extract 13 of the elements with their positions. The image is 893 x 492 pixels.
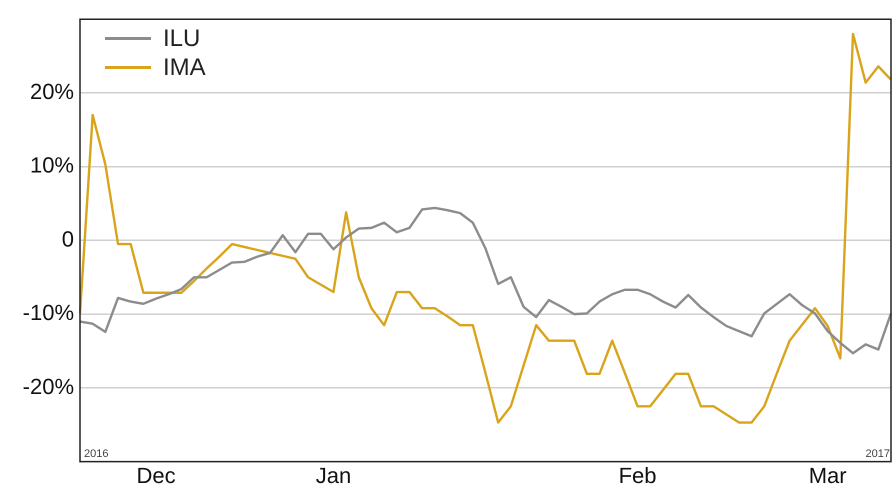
x-tick-label: Dec: [136, 462, 176, 488]
x-tick-label: Feb: [618, 462, 657, 488]
y-tick-label: -10%: [22, 300, 74, 326]
y-tick-label: -20%: [22, 374, 74, 399]
y-tick-label: 10%: [30, 152, 74, 178]
legend-label: IMA: [163, 53, 206, 82]
x-tick-label: Mar: [808, 462, 847, 488]
annotation: 2016: [84, 448, 108, 460]
x-tick-label: Jan: [316, 462, 352, 488]
y-tick-label: 20%: [30, 78, 74, 104]
y-tick-label: 0: [62, 226, 74, 252]
legend-label: ILU: [163, 24, 200, 53]
annotation: 2017: [866, 448, 890, 460]
